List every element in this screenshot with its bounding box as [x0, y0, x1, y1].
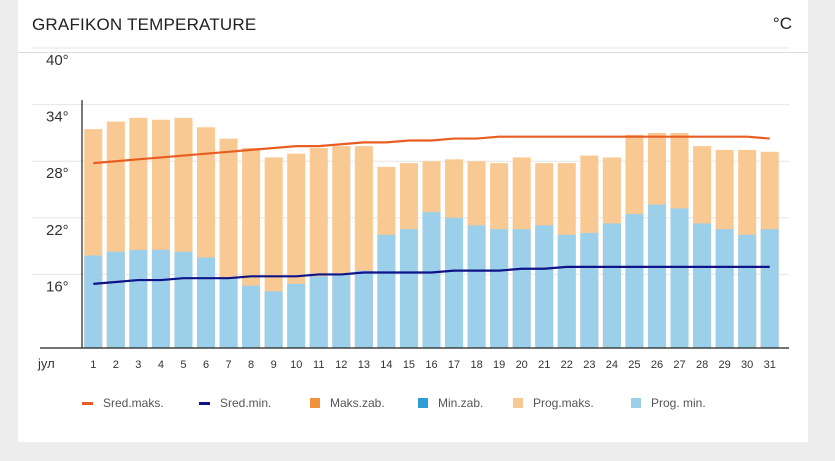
bar-prog-min — [219, 278, 238, 348]
legend-swatch — [418, 398, 428, 408]
bar-prog-min — [174, 251, 193, 348]
legend-swatch — [82, 401, 93, 405]
x-tick-label: 1 — [90, 359, 96, 371]
bar-prog-min — [332, 274, 351, 348]
y-tick-label: 16° — [46, 278, 69, 295]
legend-swatch — [310, 398, 320, 408]
x-tick-label: 29 — [719, 359, 731, 371]
x-tick-label: 20 — [516, 359, 528, 371]
x-tick-label: 10 — [290, 359, 302, 371]
bar-prog-min — [760, 229, 779, 348]
x-tick-label: 14 — [380, 359, 392, 371]
x-tick-label: 16 — [425, 359, 437, 371]
x-tick-label: 31 — [764, 359, 776, 371]
x-tick-label: 19 — [493, 359, 505, 371]
temperature-chart: 40°34°28°22°16°јул 1 2 3 4 5 6 7 8 9 10 11 12 13 14 15 1… — [32, 47, 789, 371]
x-tick-label: 24 — [606, 359, 618, 371]
x-tick-label: 17 — [448, 359, 460, 371]
x-tick-label: 11 — [313, 359, 324, 371]
bar-prog-min — [422, 212, 441, 348]
legend-label: Maks.zab. — [330, 396, 385, 410]
legend-label: Prog.maks. — [533, 396, 594, 410]
card-header: GRAFIKON TEMPERATURE °C — [18, 0, 808, 53]
bar-prog-min — [287, 283, 306, 348]
legend-swatch — [631, 398, 641, 408]
legend-label: Prog. min. — [651, 396, 706, 410]
legend-swatch — [513, 398, 523, 408]
bar-prog-min — [354, 270, 373, 348]
x-tick-label: 3 — [135, 359, 141, 371]
legend-item[interactable]: Prog.maks. — [513, 396, 594, 410]
x-tick-label: 13 — [358, 359, 370, 371]
bar-prog-min — [84, 255, 103, 348]
bar-prog-min — [309, 276, 328, 348]
x-axis-label: јул — [37, 356, 55, 371]
bar-prog-min — [625, 214, 644, 348]
legend-item[interactable]: Sred.min. — [199, 396, 271, 410]
x-tick-label: 5 — [180, 359, 186, 371]
bar-prog-min — [196, 257, 216, 348]
x-tick-label: 22 — [561, 359, 573, 371]
bar-prog-min — [399, 229, 418, 348]
bar-prog-min — [445, 217, 464, 348]
bar-prog-min — [106, 251, 125, 348]
x-tick-label: 30 — [741, 359, 753, 371]
bar-prog-min — [264, 291, 283, 348]
bar-prog-min — [512, 229, 531, 348]
bar-prog-min — [693, 223, 712, 348]
x-tick-label: 2 — [113, 359, 119, 371]
bar-prog-min — [738, 234, 757, 348]
bar-prog-min — [377, 234, 396, 348]
unit-label: °C — [772, 14, 792, 33]
bar-prog-min — [715, 229, 734, 348]
y-tick-label: 22° — [46, 222, 69, 239]
x-tick-label: 23 — [583, 359, 595, 371]
legend-label: Sred.min. — [220, 396, 272, 410]
legend-item[interactable]: Sred.maks. — [82, 396, 164, 410]
legend-item[interactable]: Maks.zab. — [310, 396, 385, 410]
y-tick-label: 34° — [46, 109, 69, 126]
x-tick-label: 6 — [203, 359, 209, 371]
line-sredmin — [93, 265, 770, 285]
chart-legend: Sred.maks. Sred.min. Maks.zab. Min.zab. Prog… — [82, 396, 782, 414]
x-tick-label: 21 — [538, 359, 550, 371]
bar-prog-min — [535, 225, 554, 348]
bar-prog-min — [467, 225, 486, 348]
x-tick-label: 15 — [403, 359, 415, 371]
legend-swatch — [199, 401, 210, 405]
x-tick-label: 18 — [470, 359, 482, 371]
x-tick-label: 9 — [271, 359, 277, 371]
x-tick-label: 26 — [651, 359, 663, 371]
y-tick-label: 28° — [46, 165, 69, 182]
x-tick-label: 28 — [696, 359, 708, 371]
legend-item[interactable]: Min.zab. — [418, 396, 483, 410]
legend-label: Min.zab. — [438, 396, 484, 410]
x-tick-label: 27 — [673, 359, 685, 371]
bar-prog-min — [242, 285, 261, 348]
bar-prog-min — [670, 208, 689, 348]
x-tick-label: 4 — [158, 359, 164, 371]
bar-prog-min — [490, 229, 509, 348]
legend-label: Sred.maks. — [103, 396, 164, 410]
bar-prog-min — [151, 249, 170, 348]
x-tick-label: 7 — [226, 359, 232, 371]
bar-prog-min — [647, 204, 667, 348]
bar-prog-min — [580, 232, 599, 348]
x-tick-label: 8 — [248, 359, 254, 371]
bar-prog-min — [129, 249, 148, 348]
x-tick-label: 12 — [335, 359, 347, 371]
line-sredmaks — [93, 135, 770, 165]
bar-prog-min — [557, 234, 576, 348]
bar-prog-min — [602, 223, 621, 348]
chart-title: GRAFIKON TEMPERATURE — [32, 15, 257, 34]
y-tick-label: 40° — [46, 52, 69, 69]
x-tick-label: 25 — [628, 359, 640, 371]
legend-item[interactable]: Prog. min. — [631, 396, 706, 410]
temperature-card: GRAFIKON TEMPERATURE °C 40° 34° 28° 22° 16° ј… — [18, 0, 808, 442]
